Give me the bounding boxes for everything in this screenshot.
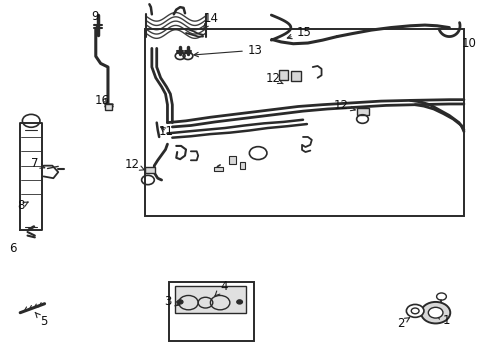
Text: 1: 1: [436, 314, 449, 327]
Bar: [168, 282, 254, 341]
Circle shape: [427, 307, 442, 318]
Text: 12: 12: [333, 99, 355, 112]
Text: 8: 8: [18, 199, 28, 212]
Text: 3: 3: [163, 295, 180, 308]
Text: 16: 16: [94, 94, 109, 107]
Text: 10: 10: [460, 36, 475, 50]
Bar: [278, 70, 288, 80]
Text: 13: 13: [194, 44, 262, 57]
Bar: [214, 167, 223, 171]
Text: 15: 15: [287, 26, 311, 39]
Text: 5: 5: [35, 312, 47, 328]
Circle shape: [420, 302, 449, 323]
Bar: [290, 71, 300, 81]
Bar: [356, 108, 368, 115]
Text: 14: 14: [203, 12, 219, 28]
Text: 9: 9: [91, 10, 99, 29]
Bar: [239, 162, 245, 168]
Text: 11: 11: [159, 125, 174, 138]
Circle shape: [177, 300, 183, 304]
Circle shape: [236, 300, 242, 304]
Text: 12: 12: [124, 158, 145, 171]
Text: 12: 12: [264, 72, 283, 85]
Bar: [144, 30, 463, 216]
Bar: [104, 104, 112, 111]
Text: 4: 4: [215, 280, 227, 296]
Circle shape: [406, 305, 423, 318]
Text: 2: 2: [396, 317, 409, 330]
Bar: [144, 167, 155, 173]
Bar: [228, 156, 236, 164]
Bar: [175, 286, 245, 313]
Text: 7: 7: [31, 157, 45, 170]
Circle shape: [410, 308, 418, 314]
Text: 6: 6: [9, 242, 17, 255]
